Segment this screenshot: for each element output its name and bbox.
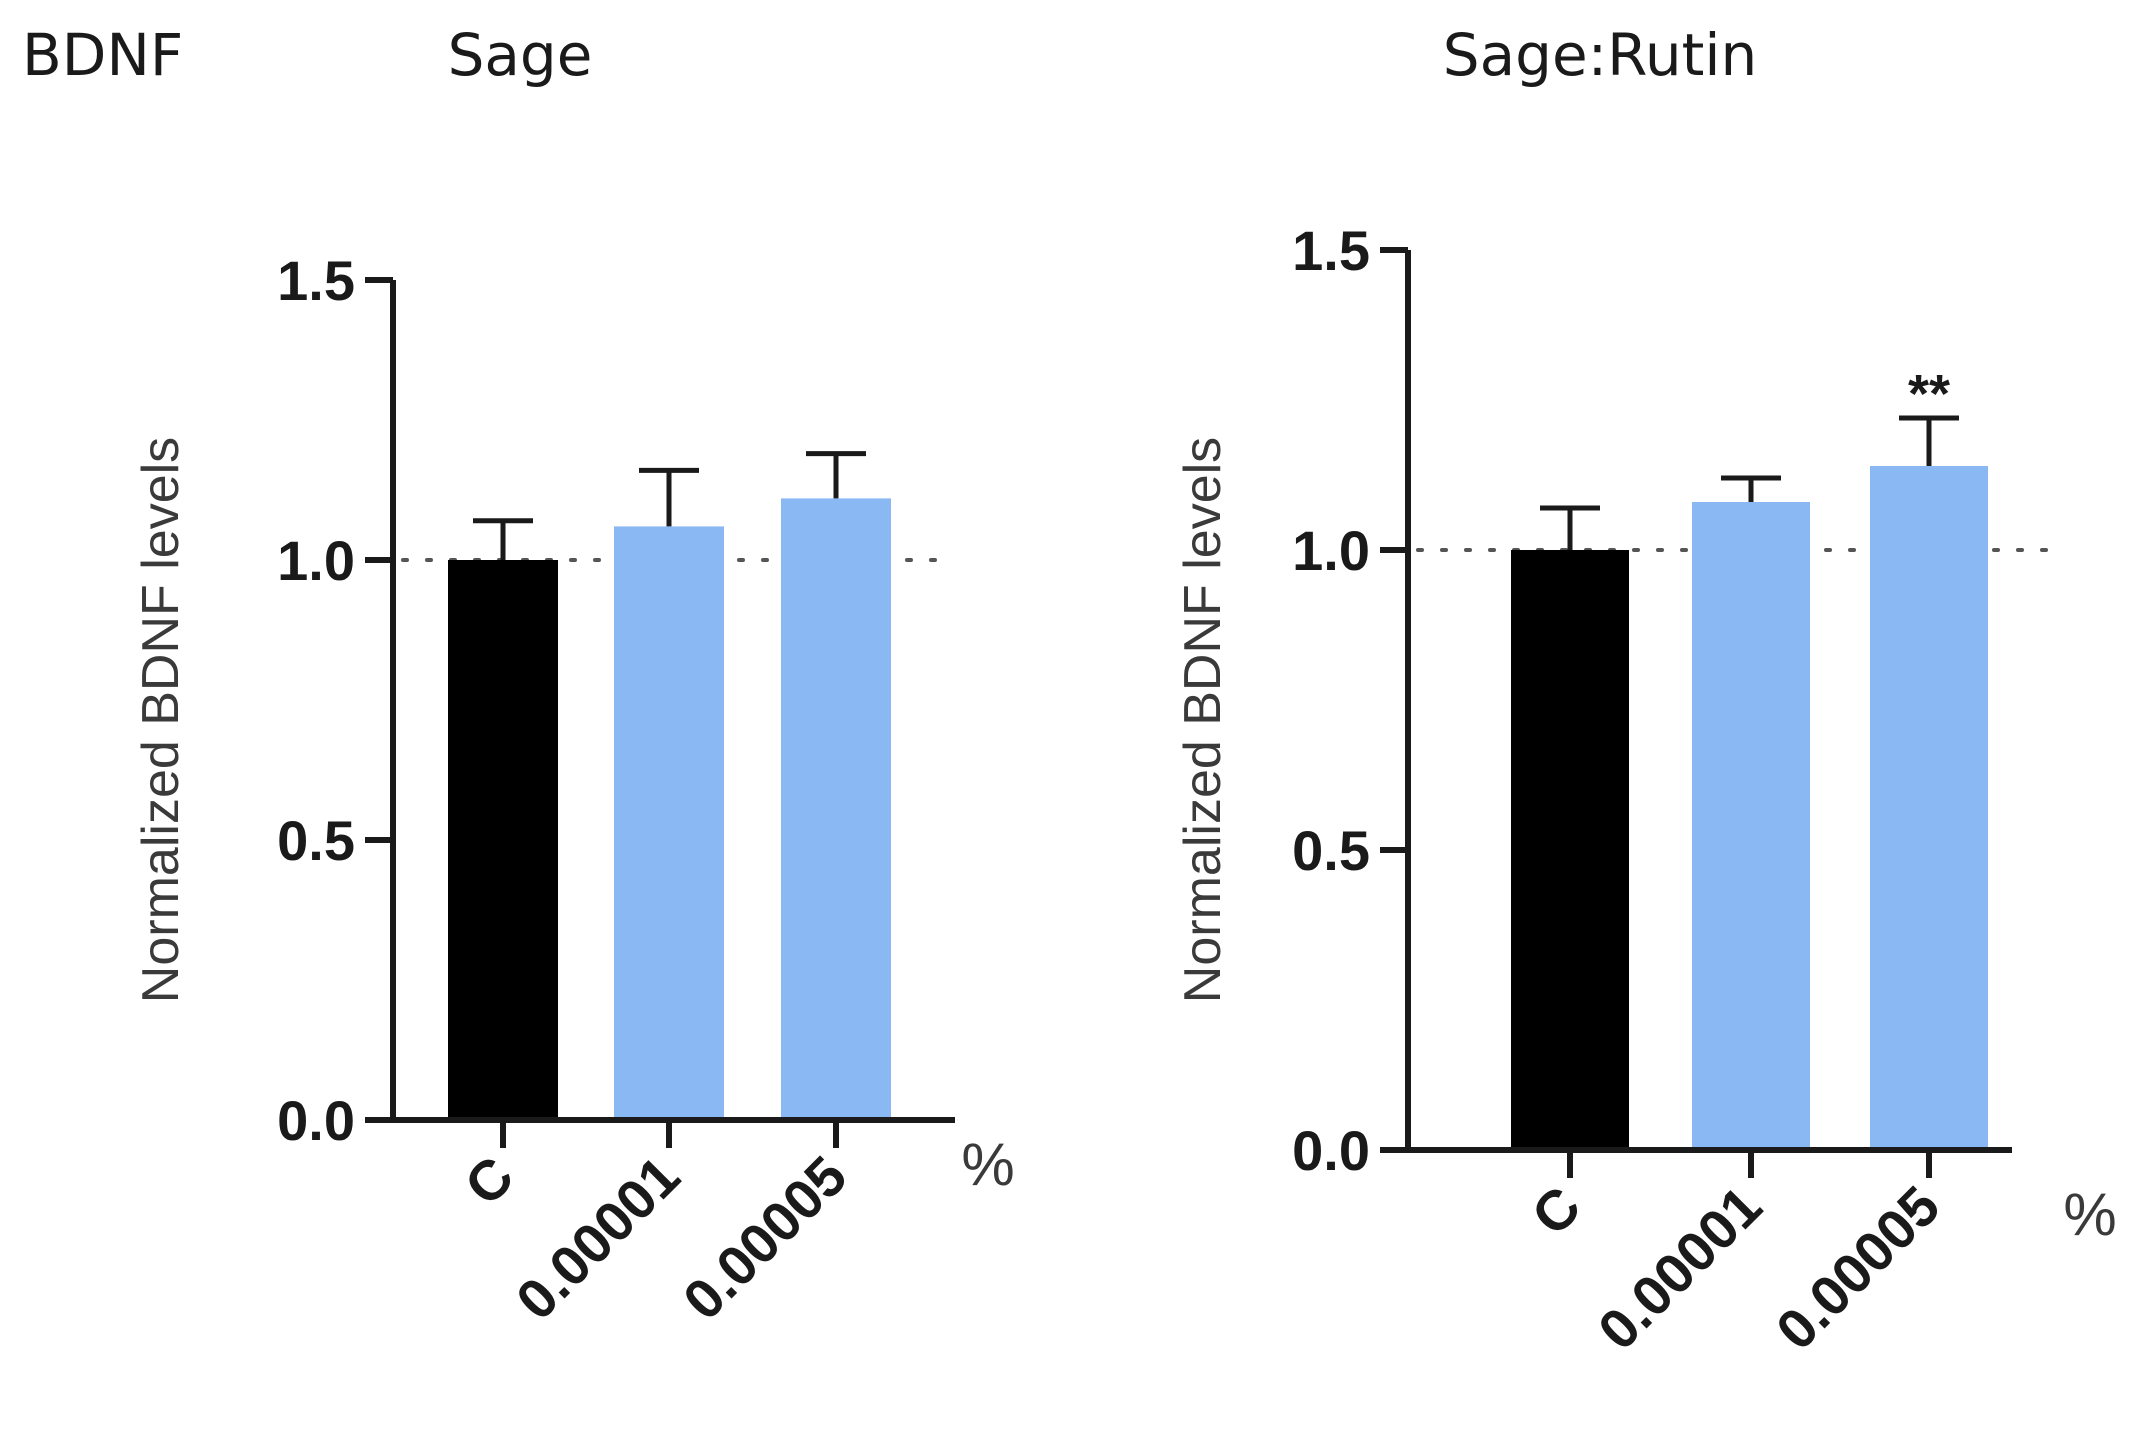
y-tick-label: 0.5 <box>277 809 355 872</box>
y-tick-label: 1.0 <box>1292 519 1370 582</box>
bar-0.00001 <box>614 526 724 1120</box>
x-tick-label: 0.00001 <box>504 1144 692 1332</box>
x-tick-label: C <box>452 1144 525 1217</box>
y-tick-label: 1.5 <box>1292 219 1370 282</box>
y-tick-label: 0.5 <box>1292 819 1370 882</box>
y-tick-label: 1.0 <box>277 529 355 592</box>
y-axis-title: Normalized BDNF levels <box>132 437 190 1003</box>
y-tick-label: 0.0 <box>277 1089 355 1152</box>
x-unit-label: % <box>2063 1181 2116 1248</box>
figure-label: BDNF <box>22 21 183 89</box>
chart-title: Sage <box>448 21 593 89</box>
y-tick-label: 1.5 <box>277 249 355 312</box>
chart-panel-sage-rutin: Sage:Rutin ** 0.0 0.5 1.0 1.5 C0.000010.00005… <box>1174 21 2117 1362</box>
y-tick-label: 0.0 <box>1292 1119 1370 1182</box>
bar-C <box>448 560 558 1120</box>
x-tick-label: 0.00001 <box>1586 1174 1774 1362</box>
x-tick-label: 0.00005 <box>671 1144 859 1332</box>
y-axis-title: Normalized BDNF levels <box>1174 437 1232 1003</box>
x-tick-label: C <box>1519 1174 1592 1247</box>
bar-0.00005 <box>1870 466 1988 1150</box>
bar-C <box>1511 550 1629 1150</box>
significance-label: ** <box>1908 364 1950 424</box>
chart-title: Sage:Rutin <box>1443 21 1757 89</box>
bar-0.00005 <box>781 498 891 1120</box>
bar-0.00001 <box>1692 502 1810 1150</box>
x-tick-label: 0.00005 <box>1764 1174 1952 1362</box>
x-unit-label: % <box>961 1131 1014 1198</box>
